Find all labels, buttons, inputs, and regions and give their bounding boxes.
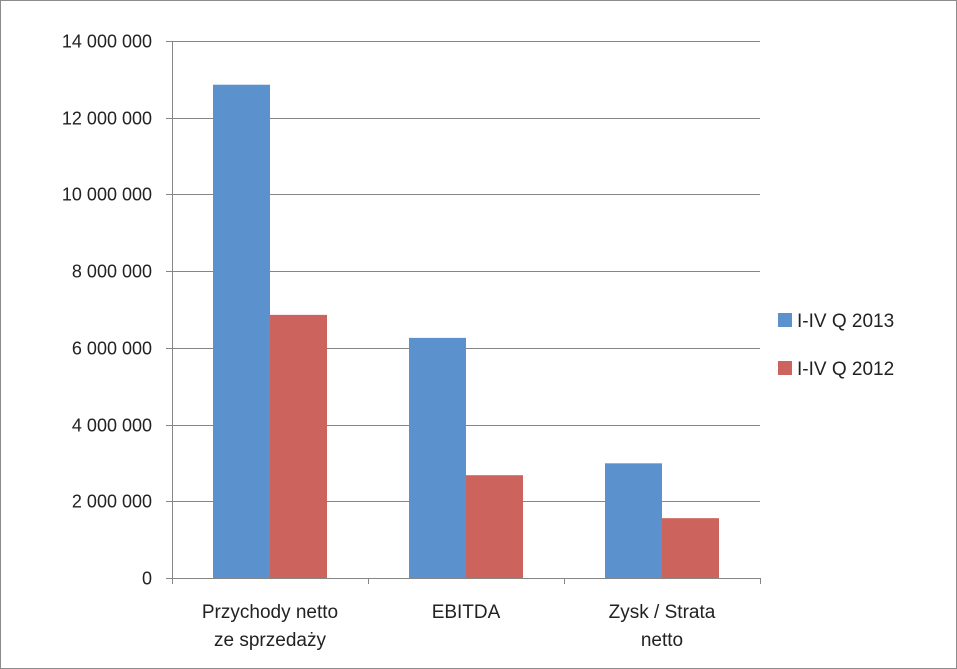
bar-series2-0 (270, 314, 327, 578)
bar-series1-2 (605, 463, 662, 578)
bar-series1-1 (409, 337, 466, 578)
y-tick-label: 6 000 000 (72, 339, 152, 359)
bar-series2-1 (466, 475, 523, 578)
legend-swatch (778, 313, 792, 327)
x-category-label: EBITDA (432, 602, 501, 623)
x-category-label: ze sprzedaży (214, 630, 326, 651)
y-tick-label: 0 (142, 569, 152, 589)
bar-series1-0 (213, 84, 270, 578)
y-tick-label: 14 000 000 (62, 32, 152, 52)
y-tick-label: 12 000 000 (62, 109, 152, 129)
bar-series2-2 (662, 518, 719, 578)
x-category-label: Zysk / Strata (609, 602, 716, 623)
x-category-label: netto (641, 630, 683, 651)
y-tick-label: 2 000 000 (72, 492, 152, 512)
x-category-label: Przychody netto (202, 602, 338, 623)
legend-label: I-IV Q 2012 (797, 359, 894, 380)
legend-label: I-IV Q 2013 (797, 311, 894, 332)
y-tick-label: 10 000 000 (62, 185, 152, 205)
legend-swatch (778, 361, 792, 375)
y-tick-label: 4 000 000 (72, 416, 152, 436)
legend: I-IV Q 2013 I-IV Q 2012 (778, 311, 894, 380)
y-tick-label: 8 000 000 (72, 262, 152, 282)
